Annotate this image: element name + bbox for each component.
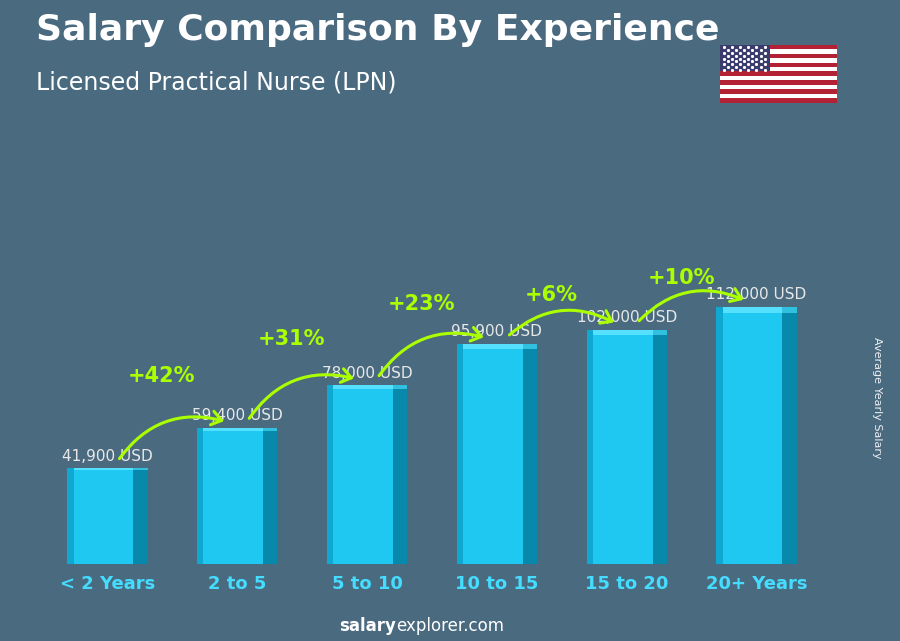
Text: 112,000 USD: 112,000 USD (706, 287, 806, 303)
FancyArrowPatch shape (509, 310, 612, 335)
FancyArrowPatch shape (379, 328, 482, 376)
Bar (720, 45, 837, 49)
Bar (652, 329, 667, 335)
Bar (263, 428, 277, 564)
Bar (720, 54, 837, 58)
Bar (133, 468, 148, 470)
Bar (720, 58, 837, 63)
Bar (456, 344, 464, 564)
Bar (720, 98, 837, 103)
Bar (782, 306, 796, 564)
Bar (723, 306, 782, 313)
Bar (392, 385, 408, 564)
Text: +10%: +10% (647, 268, 715, 288)
Bar (593, 329, 652, 564)
Bar (203, 428, 263, 431)
Bar (68, 468, 74, 564)
Text: 59,400 USD: 59,400 USD (192, 408, 283, 424)
Bar (203, 428, 263, 564)
Bar (197, 428, 203, 564)
Text: +6%: +6% (525, 285, 578, 306)
Bar (720, 80, 837, 85)
Text: 78,000 USD: 78,000 USD (322, 365, 412, 381)
Bar (392, 385, 408, 389)
Bar (720, 63, 837, 67)
FancyArrowPatch shape (249, 369, 351, 419)
Bar (464, 344, 523, 349)
Bar (333, 385, 392, 389)
Bar (587, 329, 593, 564)
FancyArrowPatch shape (639, 288, 742, 320)
FancyArrowPatch shape (120, 412, 221, 458)
Bar (333, 385, 392, 564)
Bar (720, 72, 837, 76)
Bar (74, 468, 133, 470)
Text: Licensed Practical Nurse (LPN): Licensed Practical Nurse (LPN) (36, 71, 397, 94)
Bar (133, 468, 148, 564)
Text: +31%: +31% (258, 329, 326, 349)
Text: 102,000 USD: 102,000 USD (577, 310, 677, 326)
Bar (720, 67, 837, 72)
Text: 41,900 USD: 41,900 USD (62, 449, 153, 463)
Bar (523, 344, 537, 564)
Text: 95,900 USD: 95,900 USD (452, 324, 543, 340)
Bar (327, 385, 333, 564)
Bar (523, 344, 537, 349)
Bar (720, 85, 837, 89)
Bar (723, 306, 782, 564)
Bar (720, 49, 837, 54)
Bar (782, 306, 796, 313)
Bar (720, 45, 770, 72)
Text: salary: salary (339, 617, 396, 635)
Bar (652, 329, 667, 564)
Text: +23%: +23% (388, 294, 455, 313)
Bar (593, 329, 652, 335)
Bar (720, 76, 837, 80)
Bar (263, 428, 277, 431)
Bar (716, 306, 723, 564)
Bar (464, 344, 523, 564)
Bar (720, 89, 837, 94)
Bar (74, 468, 133, 564)
Bar (720, 94, 837, 98)
Text: explorer.com: explorer.com (396, 617, 504, 635)
Text: Salary Comparison By Experience: Salary Comparison By Experience (36, 13, 719, 47)
Text: Average Yearly Salary: Average Yearly Salary (872, 337, 883, 458)
Text: +42%: +42% (128, 366, 195, 386)
